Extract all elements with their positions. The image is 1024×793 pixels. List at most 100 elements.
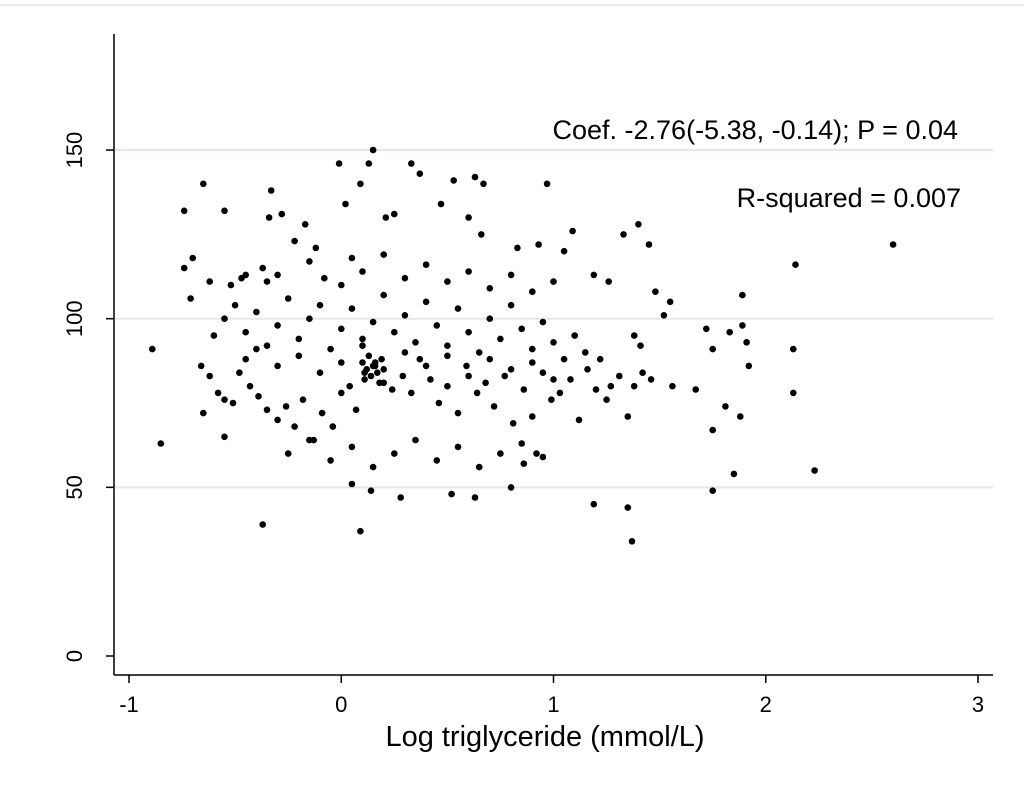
data-point-0-115 [399,372,407,380]
data-point-0-94 [214,389,222,397]
data-point-0-110 [352,406,360,414]
data-point-0-201 [338,281,345,289]
data-point-0-138 [221,315,228,323]
y-tick-label-2: 100 [62,300,87,337]
data-point-0-65 [790,389,797,397]
data-point-0-161 [465,328,472,336]
data-point-0-61 [739,291,746,299]
data-point-0-169 [550,339,557,346]
data-point-0-148 [327,345,334,353]
data-point-0-86 [397,494,405,501]
data-point-0-190 [367,372,375,380]
data-point-0-154 [391,328,398,336]
data-point-0-78 [637,342,644,350]
data-point-0-57 [726,328,733,336]
data-point-0-76 [639,369,646,377]
data-point-0-87 [448,490,455,498]
data-point-0-41 [569,227,576,235]
data-point-0-67 [811,467,818,474]
data-point-0-135 [584,366,591,373]
data-point-0-203 [380,251,388,258]
x-tick-label-0: -1 [119,692,139,717]
data-point-0-40 [560,247,568,255]
data-point-0-225 [221,433,228,441]
data-point-0-210 [529,288,536,296]
data-point-0-47 [652,288,659,296]
y-axis-ticks: 0 50 100 150 [62,132,114,662]
data-point-0-62 [743,339,750,346]
data-point-0-195 [369,362,377,370]
data-point-0-68 [889,241,897,248]
data-point-0-124 [482,379,489,387]
data-point-0-132 [556,389,564,397]
data-point-0-150 [348,305,356,312]
data-point-0-164 [497,335,504,343]
data-point-0-146 [306,315,313,323]
x-tick-label-1: 0 [335,692,347,717]
r-squared-annotation: R-squared = 0.007 [737,183,961,213]
data-point-0-181 [401,349,409,356]
data-point-0-74 [616,372,623,380]
data-point-0-96 [229,399,237,407]
data-point-0-167 [529,345,536,353]
data-point-0-120 [444,382,451,390]
x-axis-title: Log triglyceride (mmol/L) [385,721,704,753]
data-point-0-147 [316,301,324,309]
y-tick-label-1: 50 [62,475,87,499]
data-point-0-89 [507,484,515,491]
data-point-0-39 [535,241,542,248]
data-point-0-214 [327,457,334,464]
data-point-0-157 [422,298,430,306]
data-point-0-185 [486,355,494,363]
data-point-0-200 [306,258,313,265]
data-point-0-52 [703,325,710,333]
data-point-0-171 [571,332,578,339]
data-point-0-25 [365,160,373,167]
data-point-0-179 [359,342,366,350]
data-point-0-88 [471,494,479,501]
data-point-0-99 [255,393,262,400]
data-point-0-189 [363,366,371,373]
data-point-0-216 [369,463,377,471]
data-point-0-153 [380,291,388,299]
data-point-0-59 [737,413,744,420]
data-point-0-90 [520,460,528,468]
data-point-0-213 [306,436,313,444]
data-point-0-38 [543,180,551,188]
data-point-0-223 [518,440,525,447]
data-point-0-33 [471,173,479,181]
x-axis-ticks: -1 0 1 2 3 [119,675,984,717]
data-point-0-176 [295,352,303,360]
data-point-0-43 [605,278,612,285]
data-point-0-34 [480,180,487,188]
data-point-0-109 [346,382,354,390]
gridlines [115,149,993,489]
data-point-0-221 [475,463,483,471]
data-point-0-173 [242,355,249,363]
data-point-0-163 [486,315,494,323]
data-point-0-141 [253,308,260,316]
data-point-0-70 [624,504,632,511]
data-point-0-37 [514,244,521,252]
data-point-0-162 [475,349,483,356]
data-point-0-122 [463,362,470,370]
data-point-0-72 [624,413,632,420]
data-point-0-82 [259,521,267,528]
data-point-0-193 [361,376,368,383]
data-point-0-192 [365,352,373,360]
data-point-0-125 [490,403,498,410]
data-point-0-183 [444,352,451,360]
data-point-0-79 [630,332,638,339]
data-point-0-49 [666,298,674,306]
data-point-0-204 [401,274,409,282]
data-point-0-107 [329,423,337,430]
data-point-0-9 [227,281,235,289]
data-point-0-218 [412,436,419,444]
data-point-0-211 [550,278,557,285]
data-point-0-93 [206,372,213,380]
data-point-0-46 [645,241,653,248]
data-point-0-0 [149,345,156,353]
data-point-0-48 [660,312,668,319]
data-point-0-7 [206,278,213,285]
